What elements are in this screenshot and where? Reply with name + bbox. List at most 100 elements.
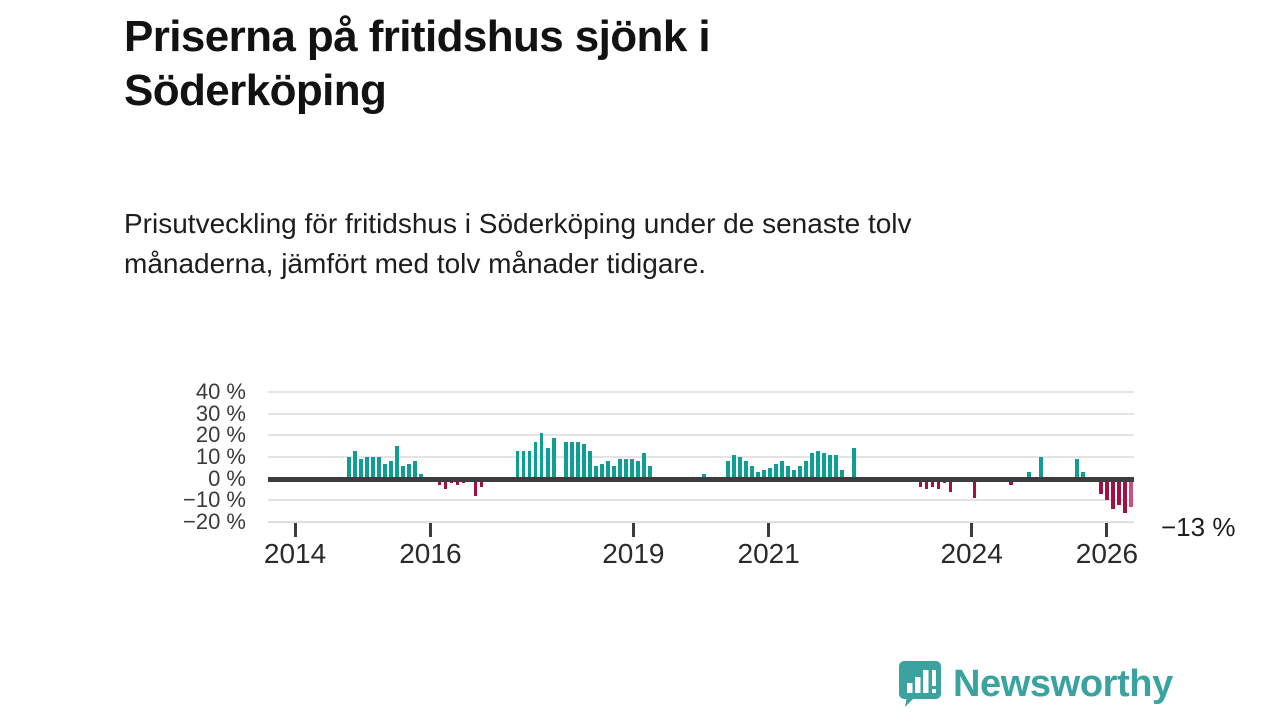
bar-2016-12 — [479, 478, 484, 488]
bar-2020-05 — [726, 461, 730, 479]
x-axis-line — [268, 522, 1134, 523]
x-axis-tick-2024 — [970, 523, 974, 537]
x-axis-tick-label: 2019 — [602, 538, 665, 569]
bar-2023-02 — [924, 478, 929, 490]
gridline-10 — [268, 456, 1134, 458]
bar-2025-04 — [1081, 472, 1085, 479]
bar-2020-08 — [744, 461, 748, 479]
bar-2025-03 — [1075, 459, 1079, 479]
bar-2020-01 — [702, 474, 706, 479]
x-axis-tick-label: 2016 — [399, 538, 462, 569]
bar-2017-08 — [527, 450, 532, 479]
bar-2018-03 — [569, 441, 574, 479]
chart-plot-area — [268, 391, 1134, 523]
bar-2020-10 — [756, 472, 760, 479]
bar-2017-07 — [521, 450, 526, 479]
bar-2021-09 — [822, 452, 827, 479]
bar-2019-04 — [648, 465, 652, 479]
y-axis-tick-label: 0 % — [208, 465, 246, 491]
bar-2021-01 — [774, 463, 779, 479]
bar-series — [268, 392, 1134, 522]
bar-2023-03 — [930, 478, 935, 488]
logo-wordmark: Newsworthy — [953, 663, 1173, 705]
bar-2021-10 — [828, 454, 833, 479]
gridline--10 — [268, 499, 1134, 502]
bar-2015-12 — [407, 463, 412, 479]
bar-2021-08 — [816, 450, 821, 479]
x-axis: 2014 2016 2019 2021 2024 2026 — [264, 522, 1138, 578]
bar-2020-06 — [732, 454, 736, 479]
bar-2019-01 — [629, 459, 634, 479]
bar-2021-04 — [792, 470, 797, 479]
bar-2020-09 — [750, 465, 754, 479]
x-axis-tick-label: 2014 — [263, 538, 327, 569]
zero-line — [268, 476, 1134, 482]
bar-2017-09 — [533, 441, 538, 479]
gridline-20 — [268, 434, 1134, 437]
bar-2015-10 — [395, 446, 400, 479]
bar-2023-10 — [972, 478, 977, 499]
bar-2023-01 — [918, 478, 923, 488]
bar-2015-05 — [365, 457, 370, 479]
bar-2019-02 — [635, 461, 640, 479]
bar-2018-09 — [605, 461, 610, 479]
bar-2021-03 — [786, 465, 791, 479]
bar-2025-12 — [1129, 478, 1133, 507]
bar-2017-12 — [551, 437, 556, 479]
bar-2018-10 — [611, 465, 616, 479]
bar-2017-06 — [515, 450, 520, 479]
bar-2025-11 — [1123, 478, 1127, 514]
bar-2020-12 — [768, 467, 772, 479]
gridline-40 — [268, 391, 1134, 393]
bar-2018-12 — [623, 459, 628, 479]
bar-2016-02 — [419, 474, 424, 479]
bar-2015-08 — [383, 463, 388, 479]
x-axis-tick-2019 — [631, 523, 635, 537]
bar-2021-07 — [810, 452, 815, 479]
y-axis-tick-label: 30 % — [195, 400, 246, 426]
bar-2025-10 — [1117, 478, 1121, 505]
page-title: Priserna på fritidshus sjönk i Söderköpi… — [124, 12, 711, 115]
bar-2016-11 — [473, 478, 478, 496]
bar-2021-05 — [798, 465, 803, 479]
bar-2025-08 — [1105, 478, 1109, 501]
y-axis-tick-label: 10 % — [195, 444, 246, 469]
bar-2018-02 — [563, 441, 568, 479]
bar-2018-08 — [599, 463, 604, 479]
bar-2019-03 — [642, 452, 646, 479]
bar-2021-11 — [834, 454, 839, 479]
y-axis-labels: 40 % 30 % 20 % 10 % 0 % −10 % −20 % — [124, 381, 246, 534]
gridline-30 — [268, 412, 1134, 415]
bar-2023-06 — [948, 478, 953, 492]
bar-2015-09 — [389, 461, 394, 479]
y-axis-tick-label: −20 % — [183, 509, 246, 534]
bar-2020-07 — [738, 457, 742, 479]
price-development-bar-chart: 40 % 30 % 20 % 10 % 0 % −10 % −20 % 2014 2016 20… — [124, 381, 1235, 578]
y-axis-tick-label: 40 % — [195, 379, 246, 404]
bar-2018-04 — [575, 441, 580, 479]
bar-2016-01 — [413, 461, 418, 479]
bar-2024-09 — [1038, 457, 1043, 479]
x-axis-tick-2014 — [293, 523, 297, 537]
y-axis-tick-label: −10 % — [183, 487, 246, 513]
bar-2016-08 — [455, 478, 460, 486]
bar-2018-06 — [587, 450, 592, 479]
bar-2018-11 — [617, 459, 622, 479]
bar-2016-05 — [437, 478, 442, 486]
bar-2015-02 — [347, 457, 352, 479]
page-subtitle: Prisutveckling för fritidshus i Söderköp… — [124, 208, 912, 279]
x-axis-tick-2021 — [767, 523, 771, 537]
bar-2024-04 — [1008, 478, 1013, 486]
bar-2015-11 — [401, 465, 406, 479]
x-axis-tick-2016 — [428, 523, 432, 537]
bar-2015-03 — [353, 450, 358, 479]
y-axis-tick-label: 20 % — [195, 422, 246, 448]
bar-2015-04 — [359, 459, 364, 479]
bar-2020-11 — [762, 470, 766, 479]
bar-2023-04 — [936, 478, 941, 490]
bar-2022-02 — [852, 448, 857, 479]
x-axis-tick-2026 — [1105, 523, 1109, 537]
x-axis-tick-label: 2024 — [940, 538, 1003, 569]
bar-2021-06 — [804, 461, 809, 479]
x-axis-tick-label: 2026 — [1075, 538, 1139, 569]
